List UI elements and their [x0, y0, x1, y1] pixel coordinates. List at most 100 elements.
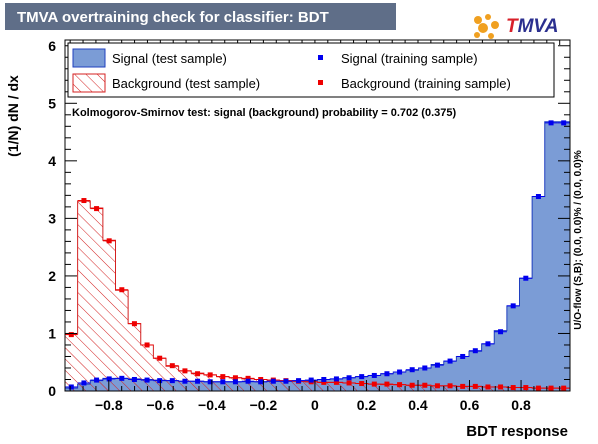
signal-train-point	[157, 378, 163, 384]
signal-train-point	[384, 371, 390, 377]
signal-train-point	[359, 374, 365, 380]
background-train-point	[333, 379, 339, 385]
signal-train-point	[308, 377, 314, 383]
y-tick-label: 1	[48, 325, 56, 341]
background-train-point	[523, 385, 529, 391]
background-train-point	[346, 380, 352, 386]
x-tick-label: 0.2	[357, 397, 377, 413]
background-train-point	[371, 381, 377, 387]
signal-train-point	[498, 329, 504, 335]
y-tick-label: 5	[48, 95, 56, 111]
background-train-point	[535, 385, 541, 391]
x-tick-label: −0.8	[95, 397, 123, 413]
legend-signal-test-label: Signal (test sample)	[112, 51, 227, 66]
tmva-logo-icon	[474, 14, 499, 39]
legend-signal-train-label: Signal (training sample)	[341, 51, 478, 66]
signal-train-point	[232, 379, 238, 385]
signal-train-point	[472, 348, 478, 354]
x-tick-label: 0.4	[408, 397, 428, 413]
signal-train-point	[169, 378, 175, 384]
background-train-point	[359, 381, 365, 387]
background-train-point	[182, 368, 188, 374]
legend-frame	[67, 42, 555, 98]
y-tick-label: 0	[48, 383, 56, 399]
background-train-point	[157, 355, 163, 361]
background-train-point	[561, 385, 567, 391]
background-train-point	[169, 363, 175, 369]
title-banner: TMVA overtraining check for classifier: …	[5, 3, 396, 30]
background-train-point	[195, 371, 201, 377]
signal-train-point	[346, 375, 352, 381]
signal-train-point	[535, 194, 541, 200]
signal-train-point	[510, 303, 516, 309]
y-tick-label: 3	[48, 210, 56, 226]
background-train-point	[498, 384, 504, 390]
legend-background-train-marker	[318, 80, 323, 85]
x-tick-label: −0.4	[198, 397, 226, 413]
background-train-point	[447, 383, 453, 389]
signal-train-point	[131, 376, 137, 382]
background-train-point	[321, 379, 327, 385]
background-train-point	[409, 382, 415, 388]
training-markers	[65, 120, 570, 391]
x-tick-label: 0.8	[511, 397, 531, 413]
y-tick-label: 6	[48, 38, 56, 54]
background-train-point	[434, 383, 440, 389]
x-tick-label: 0	[311, 397, 319, 413]
signal-train-point	[283, 378, 289, 384]
signal-train-point	[485, 341, 491, 347]
background-train-point	[94, 206, 100, 212]
legend-background-test-label: Background (test sample)	[112, 76, 260, 91]
x-tick-label: −0.6	[147, 397, 175, 413]
signal-train-point	[371, 372, 377, 378]
background-train-point	[144, 342, 150, 348]
signal-train-point	[548, 120, 554, 126]
signal-train-point	[561, 120, 567, 126]
signal-train-point	[460, 353, 466, 359]
signal-train-point	[81, 380, 87, 386]
plot-frame	[64, 39, 571, 392]
signal-train-point	[447, 358, 453, 364]
signal-train-point	[397, 369, 403, 375]
legend-background-test-swatch	[72, 73, 106, 93]
signal-train-point	[195, 378, 201, 384]
background-train-point	[68, 332, 74, 338]
signal-train-point	[409, 367, 415, 373]
legend-signal-train-marker	[318, 55, 323, 60]
background-train-point	[510, 385, 516, 391]
background-train-point	[245, 375, 251, 381]
background-train-point	[81, 198, 87, 204]
signal-train-point	[321, 376, 327, 382]
background-train-point	[232, 375, 238, 381]
x-axis-label: BDT response	[466, 423, 568, 440]
legend-background-train-label: Background (training sample)	[341, 76, 511, 91]
legend-signal-test-swatch	[72, 48, 106, 68]
signal-train-point	[119, 375, 125, 381]
background-train-point	[207, 372, 213, 378]
y-tick-label: 2	[48, 268, 56, 284]
signal-train-point	[182, 378, 188, 384]
signal-train-point	[106, 376, 112, 382]
background-train-point	[460, 383, 466, 389]
chart-title: TMVA overtraining check for classifier: …	[17, 9, 329, 26]
signal-train-point	[220, 379, 226, 385]
signal-train-point	[523, 275, 529, 281]
legend-box: Signal (test sample) Background (test sa…	[67, 42, 555, 98]
signal-train-point	[333, 376, 339, 382]
logo-letter-t: T	[506, 16, 518, 37]
x-tick-label: −0.2	[250, 397, 278, 413]
background-train-point	[131, 321, 137, 327]
ks-test-annotation: Kolmogorov-Smirnov test: signal (backgro…	[72, 107, 456, 119]
signal-train-point	[94, 377, 100, 383]
signal-train-point	[245, 378, 251, 384]
background-train-point	[422, 382, 428, 388]
background-train-point	[485, 384, 491, 390]
tmva-logo-text: TMVA	[506, 16, 558, 38]
background-train-point	[472, 383, 478, 389]
signal-train-point	[434, 362, 440, 368]
background-train-point	[384, 381, 390, 387]
y-axis-label: (1/N) dN / dx	[5, 75, 21, 157]
x-tick-label: 0.6	[460, 397, 480, 413]
signal-train-point	[422, 365, 428, 371]
